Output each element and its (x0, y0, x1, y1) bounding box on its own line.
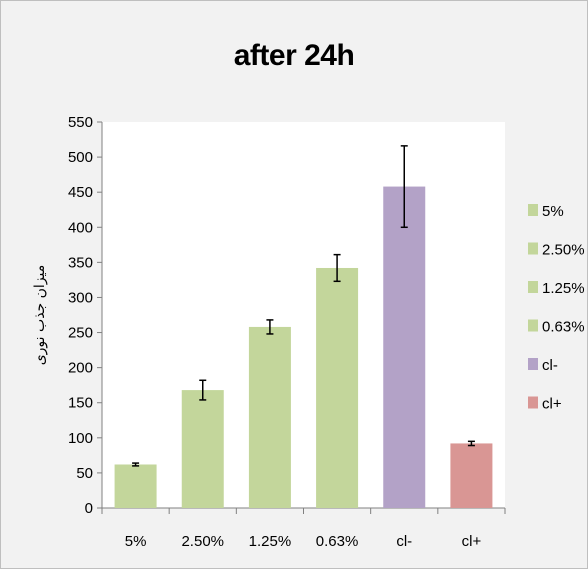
legend-item: 5% (528, 203, 564, 220)
y-tick-label: 200 (68, 360, 93, 377)
bar (248, 326, 291, 508)
legend-item: cl+ (528, 396, 562, 413)
x-tick-label: 5% (125, 533, 147, 550)
y-tick-label: 400 (68, 219, 93, 236)
plot-background (102, 122, 505, 508)
legend-item: cl- (528, 357, 558, 374)
bar (450, 443, 493, 508)
bar (383, 186, 426, 509)
y-tick-label: 550 (68, 114, 93, 131)
legend-item: 2.50% (528, 242, 585, 259)
legend: 5% 2.50% 1.25% 0.63% cl-cl+ (528, 203, 585, 413)
y-tick-label: 100 (68, 430, 93, 447)
error-bars (132, 145, 475, 467)
legend-label: cl- (542, 357, 558, 374)
legend-swatch (528, 242, 538, 255)
y-tick-label: 300 (68, 289, 93, 306)
y-tick-label: 0 (85, 500, 93, 517)
y-tick-label: 250 (68, 325, 93, 342)
legend-item: 0.63% (528, 319, 585, 336)
legend-label: 0.63% (542, 319, 585, 336)
error-bar (400, 145, 408, 229)
legend-label: cl+ (542, 396, 562, 413)
y-tick-label: 150 (68, 395, 93, 412)
legend-swatch (528, 396, 538, 409)
legend-swatch (528, 358, 538, 370)
plot-area (102, 122, 505, 508)
legend-label: 1.25% (542, 280, 585, 297)
y-tick-label: 450 (68, 184, 93, 201)
error-bar (467, 440, 475, 447)
bar (114, 464, 157, 508)
x-tick-label: 2.50% (181, 533, 224, 550)
x-tick-label: 1.25% (249, 533, 292, 550)
y-tick-label: 500 (68, 149, 93, 166)
legend-swatch (528, 281, 538, 293)
bar (316, 267, 359, 508)
error-bar (266, 319, 274, 335)
y-axis: 0 50 100 150 200 250 300 350 400 450 500 550 (68, 114, 103, 517)
y-tick-label: 350 (68, 254, 93, 271)
legend-swatch (528, 319, 538, 332)
x-tick-label: cl- (396, 533, 412, 550)
legend-label: 5% (542, 203, 564, 220)
legend-swatch (528, 204, 538, 216)
error-bar (132, 462, 140, 467)
x-axis: 5% 2.50% 1.25% 0.63% cl-cl+ (101, 507, 506, 550)
legend-item: 1.25% (528, 280, 585, 297)
chart-title: after 24h (233, 39, 355, 72)
bar (181, 390, 224, 508)
legend-label: 2.50% (542, 242, 585, 259)
error-bar (333, 253, 341, 283)
y-axis-label: میزان جذب نوری (32, 265, 48, 366)
bars (114, 186, 493, 509)
x-tick-label: 0.63% (316, 533, 359, 550)
x-tick-label: cl+ (462, 533, 482, 550)
y-tick-label: 50 (76, 465, 93, 482)
error-bar (199, 379, 207, 401)
